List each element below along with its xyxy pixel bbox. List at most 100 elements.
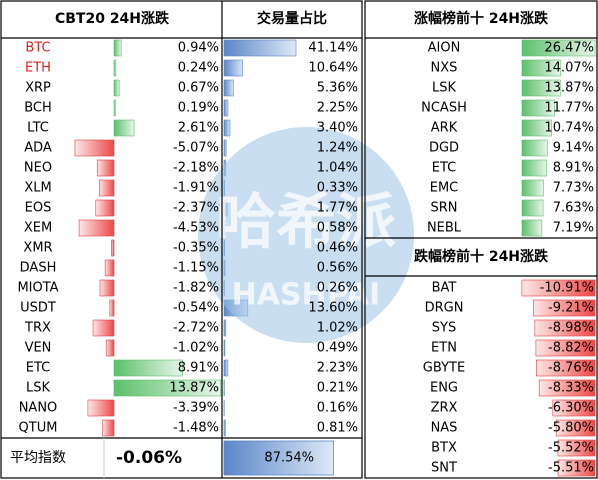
footer-change: -0.06%: [116, 448, 182, 468]
watermark-subtext: HASHPAI: [232, 278, 381, 313]
change-bar: [534, 319, 596, 337]
watermark-text: 哈希派: [216, 188, 396, 258]
header: 跌幅榜前十 24H涨跌: [414, 248, 549, 265]
change-value: 7.63%: [553, 201, 594, 216]
change-bar: [113, 59, 117, 77]
volume-bar: [223, 79, 234, 97]
change-value: -5.07%: [173, 141, 219, 156]
coin-name: ETC: [26, 361, 50, 376]
change-bar: [105, 339, 115, 357]
change-value: -0.35%: [173, 241, 219, 256]
coin-name: USDT: [20, 301, 56, 316]
coin-name: XLM: [24, 181, 51, 196]
volume-value: 1.77%: [317, 201, 358, 216]
volume-value: 0.56%: [317, 261, 358, 276]
coin-name: NANO: [19, 401, 58, 416]
footer-label: 平均指数: [10, 450, 66, 466]
change-bar: [87, 399, 115, 417]
change-value: 13.87%: [169, 381, 219, 396]
change-bar: [552, 399, 596, 417]
footer-volume: 87.54%: [264, 451, 314, 466]
change-value: -8.76%: [548, 361, 594, 376]
change-bar: [521, 279, 596, 297]
change-value: -6.30%: [548, 401, 594, 416]
volume-value: 0.33%: [317, 181, 358, 196]
change-bar: [521, 159, 547, 177]
coin-name: SRN: [430, 201, 457, 216]
change-bar: [113, 119, 135, 137]
change-bar: [98, 179, 115, 197]
coin-name: ZRX: [431, 401, 458, 416]
change-value: 0.24%: [178, 61, 219, 76]
coin-name: TRX: [24, 321, 51, 336]
change-bar: [557, 439, 596, 457]
change-bar: [536, 359, 596, 377]
change-value: -1.48%: [173, 421, 219, 436]
change-value: 0.94%: [178, 41, 219, 56]
change-value: 11.77%: [544, 101, 594, 116]
change-bar: [535, 339, 596, 357]
change-value: -2.37%: [173, 201, 219, 216]
coin-name: XEM: [24, 221, 52, 236]
volume-value: 10.64%: [308, 61, 358, 76]
volume-value: 2.23%: [317, 361, 358, 376]
change-bar: [102, 419, 115, 437]
volume-value: 0.21%: [317, 381, 358, 396]
change-value: 2.61%: [178, 121, 219, 136]
volume-bar: [223, 59, 243, 77]
change-bar: [96, 159, 115, 177]
change-bar: [109, 299, 115, 317]
coin-name: EMC: [430, 181, 459, 196]
coin-name: AION: [428, 41, 461, 56]
coin-name: XMR: [23, 241, 52, 256]
change-value: -4.53%: [173, 221, 219, 236]
change-value: 8.91%: [553, 161, 594, 176]
change-value: -3.39%: [173, 401, 219, 416]
change-bar: [521, 219, 543, 237]
header: CBT20 24H涨跌: [55, 11, 170, 27]
change-bar: [521, 59, 562, 77]
volume-value: 0.16%: [317, 401, 358, 416]
change-bar: [113, 39, 122, 57]
volume-bar: [223, 99, 229, 117]
volume-value: 3.40%: [317, 121, 358, 136]
change-value: -10.91%: [540, 281, 594, 296]
change-value: -1.82%: [173, 281, 219, 296]
change-value: -5.51%: [548, 461, 594, 476]
coin-name: XRP: [25, 81, 51, 96]
coin-name: LTC: [27, 121, 49, 136]
change-value: 26.47%: [544, 41, 594, 56]
change-value: -2.72%: [173, 321, 219, 336]
volume-bar: [223, 39, 297, 57]
change-bar: [104, 259, 115, 277]
volume-bar: [223, 339, 226, 357]
left-border: [0, 0, 363, 479]
coin-name: DASH: [20, 261, 57, 276]
coin-name: LSK: [432, 81, 456, 96]
change-value: 0.19%: [178, 101, 219, 116]
change-bar: [74, 139, 115, 157]
volume-value: 41.14%: [308, 41, 358, 56]
coin-name: ARK: [431, 121, 458, 136]
change-bar: [521, 39, 596, 57]
change-bar: [521, 119, 552, 137]
coin-name: NXS: [431, 61, 458, 76]
change-bar: [557, 459, 596, 477]
change-bar: [113, 79, 120, 97]
coin-name: VEN: [25, 341, 52, 356]
volume-value: 0.58%: [317, 221, 358, 236]
volume-value: 1.04%: [317, 161, 358, 176]
change-bar: [532, 299, 596, 317]
volume-bar: [223, 139, 227, 157]
coin-name: LSK: [26, 381, 50, 396]
change-bar: [111, 239, 115, 257]
change-value: -0.54%: [173, 301, 219, 316]
change-value: 10.74%: [544, 121, 594, 136]
coin-name: BAT: [432, 281, 457, 296]
coin-name: NEBL: [427, 221, 462, 236]
coin-name: GBYTE: [423, 361, 465, 376]
change-bar: [113, 379, 222, 397]
change-value: 7.73%: [553, 181, 594, 196]
change-value: -8.82%: [548, 341, 594, 356]
